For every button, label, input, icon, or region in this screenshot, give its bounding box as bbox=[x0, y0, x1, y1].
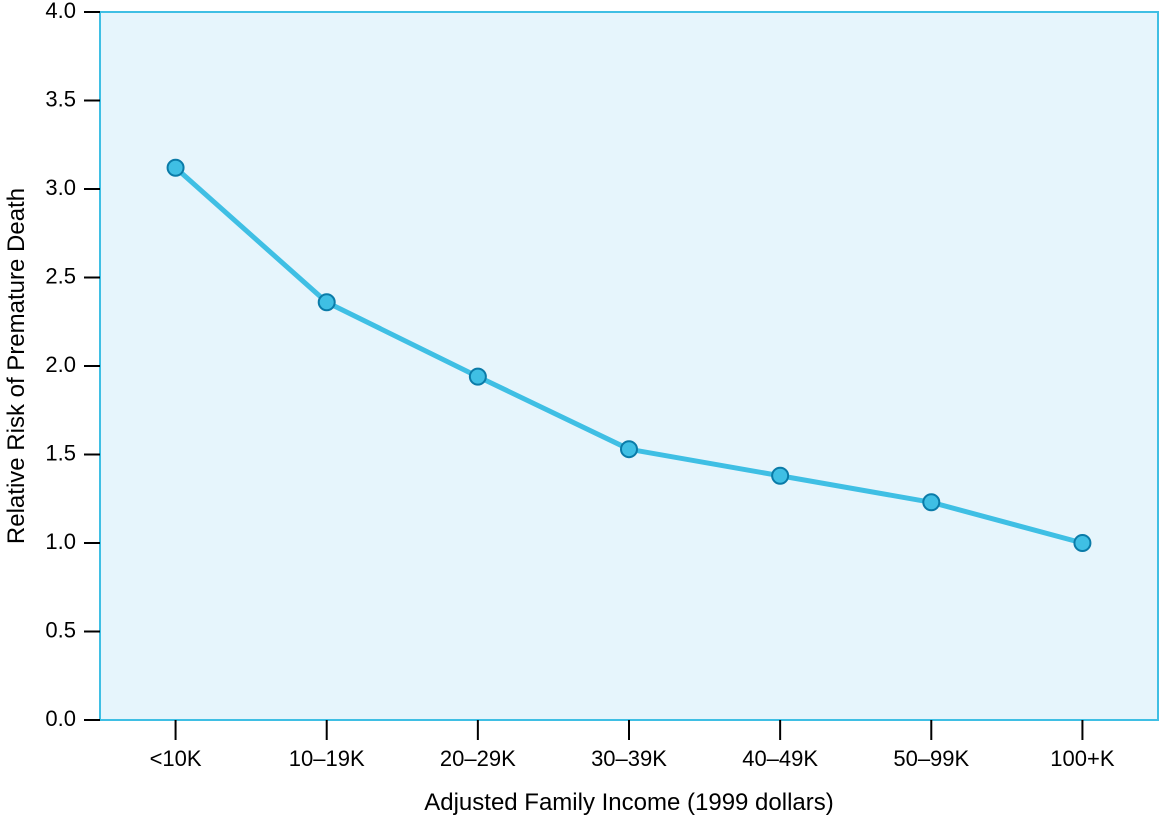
x-tick-label: 10–19K bbox=[289, 746, 365, 771]
x-tick-label: 40–49K bbox=[742, 746, 818, 771]
data-marker bbox=[168, 160, 184, 176]
plot-area bbox=[100, 12, 1158, 720]
y-tick-label: 1.0 bbox=[45, 529, 76, 554]
x-axis-label: Adjusted Family Income (1999 dollars) bbox=[424, 789, 834, 816]
chart-container: 0.0 0.5 1.0 1.5 2.0 2.5 3.0 3.5 4.0 <10K 10–19K 20–… bbox=[0, 0, 1166, 825]
data-marker bbox=[772, 468, 788, 484]
x-tick-label: 100+K bbox=[1050, 746, 1115, 771]
y-tick-label: 0.5 bbox=[45, 617, 76, 642]
data-marker bbox=[621, 441, 637, 457]
y-tick-label: 3.0 bbox=[45, 175, 76, 200]
y-tick-label: 0.0 bbox=[45, 706, 76, 731]
y-tick-label: 1.5 bbox=[45, 440, 76, 465]
x-tick-label: <10K bbox=[150, 746, 202, 771]
x-tick-label: 30–39K bbox=[591, 746, 667, 771]
line-chart: 0.0 0.5 1.0 1.5 2.0 2.5 3.0 3.5 4.0 <10K 10–19K 20–… bbox=[0, 0, 1166, 825]
y-tick-label: 4.0 bbox=[45, 0, 76, 23]
y-tick-label: 3.5 bbox=[45, 86, 76, 111]
x-tick-label: 50–99K bbox=[893, 746, 969, 771]
y-tick-label: 2.5 bbox=[45, 263, 76, 288]
data-marker bbox=[1074, 535, 1090, 551]
data-marker bbox=[923, 494, 939, 510]
y-axis-label: Relative Risk of Premature Death bbox=[3, 188, 30, 544]
data-marker bbox=[470, 369, 486, 385]
x-tick-label: 20–29K bbox=[440, 746, 516, 771]
data-marker bbox=[319, 294, 335, 310]
y-tick-label: 2.0 bbox=[45, 352, 76, 377]
